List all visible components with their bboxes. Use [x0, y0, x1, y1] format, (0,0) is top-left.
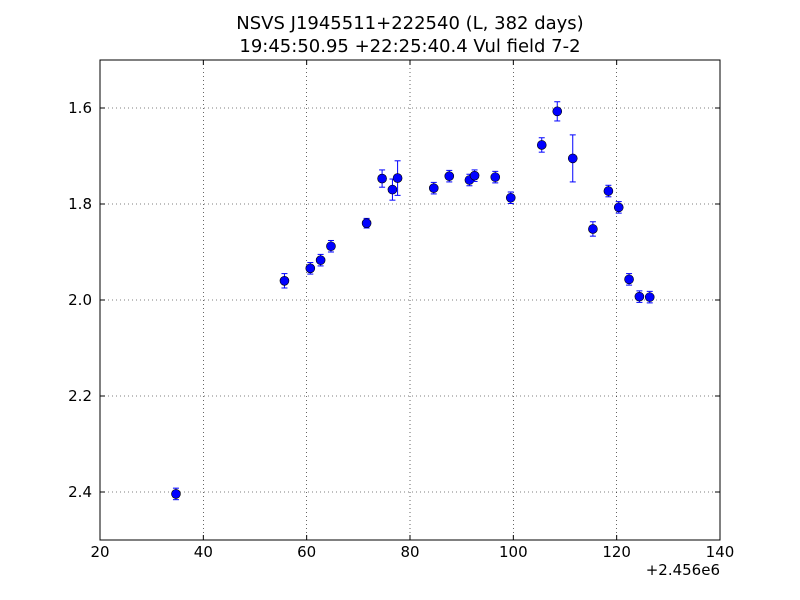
- x-offset-label: +2.456e6: [646, 561, 720, 579]
- point-marker: [387, 184, 398, 195]
- point-marker: [634, 291, 645, 302]
- point-marker: [428, 183, 439, 193]
- point-marker: [588, 224, 598, 234]
- data-point: [567, 134, 578, 183]
- chart-title-line2: 19:45:50.95 +22:25:40.4 Vul field 7-2: [239, 36, 580, 57]
- point-marker: [469, 170, 480, 181]
- point-marker: [490, 172, 501, 182]
- y-tick-label: 1.8: [68, 195, 92, 213]
- point-marker: [567, 153, 578, 164]
- data-point: [428, 181, 439, 195]
- point-marker: [171, 489, 181, 499]
- point-marker: [315, 255, 326, 265]
- point-marker: [644, 292, 655, 302]
- y-tick-label: 2.4: [68, 483, 92, 501]
- data-point: [315, 253, 326, 267]
- x-tick-label: 100: [499, 543, 528, 561]
- data-point: [469, 169, 480, 182]
- data-point: [392, 160, 403, 196]
- grid: [99, 60, 721, 540]
- x-tick-label: 40: [194, 543, 213, 561]
- data-series: [171, 101, 655, 501]
- data-point: [444, 169, 455, 183]
- data-point: [361, 217, 372, 229]
- data-point: [171, 487, 181, 501]
- data-point: [536, 137, 547, 153]
- point-marker: [444, 171, 455, 181]
- x-tick-label: 140: [706, 543, 735, 561]
- y-tick-label: 2.2: [68, 387, 92, 405]
- point-marker: [552, 106, 563, 117]
- y-tick-label: 2.0: [68, 291, 92, 309]
- point-marker: [305, 263, 316, 274]
- data-point: [387, 178, 398, 201]
- data-point: [644, 290, 655, 304]
- point-marker: [279, 275, 290, 286]
- point-marker: [613, 202, 624, 213]
- x-tick-label: 80: [400, 543, 419, 561]
- chart-title-line1: NSVS J1945511+222540 (L, 382 days): [236, 13, 583, 34]
- data-point: [552, 101, 563, 122]
- point-marker: [377, 173, 387, 184]
- point-marker: [361, 218, 372, 228]
- x-tick-label: 20: [90, 543, 109, 561]
- data-point: [624, 273, 634, 286]
- data-point: [588, 221, 598, 237]
- point-marker: [536, 140, 547, 150]
- data-point: [490, 170, 501, 184]
- x-tick-label: 120: [602, 543, 631, 561]
- x-tick-label: 60: [297, 543, 316, 561]
- data-point: [279, 273, 290, 289]
- axis-ticks: 20 40 60 80 100 120 140 1.6 1.8 2.0 2.2 2.4: [68, 60, 734, 561]
- data-point: [603, 184, 614, 198]
- point-marker: [326, 241, 336, 252]
- y-tick-label: 1.6: [68, 99, 92, 117]
- data-point: [326, 239, 336, 253]
- data-point: [505, 191, 516, 205]
- data-point: [634, 290, 645, 303]
- point-marker: [624, 274, 634, 285]
- data-point: [377, 169, 387, 188]
- data-point: [305, 262, 316, 275]
- point-marker: [603, 186, 614, 196]
- data-point: [613, 201, 624, 214]
- point-marker: [392, 173, 403, 183]
- point-marker: [505, 192, 516, 203]
